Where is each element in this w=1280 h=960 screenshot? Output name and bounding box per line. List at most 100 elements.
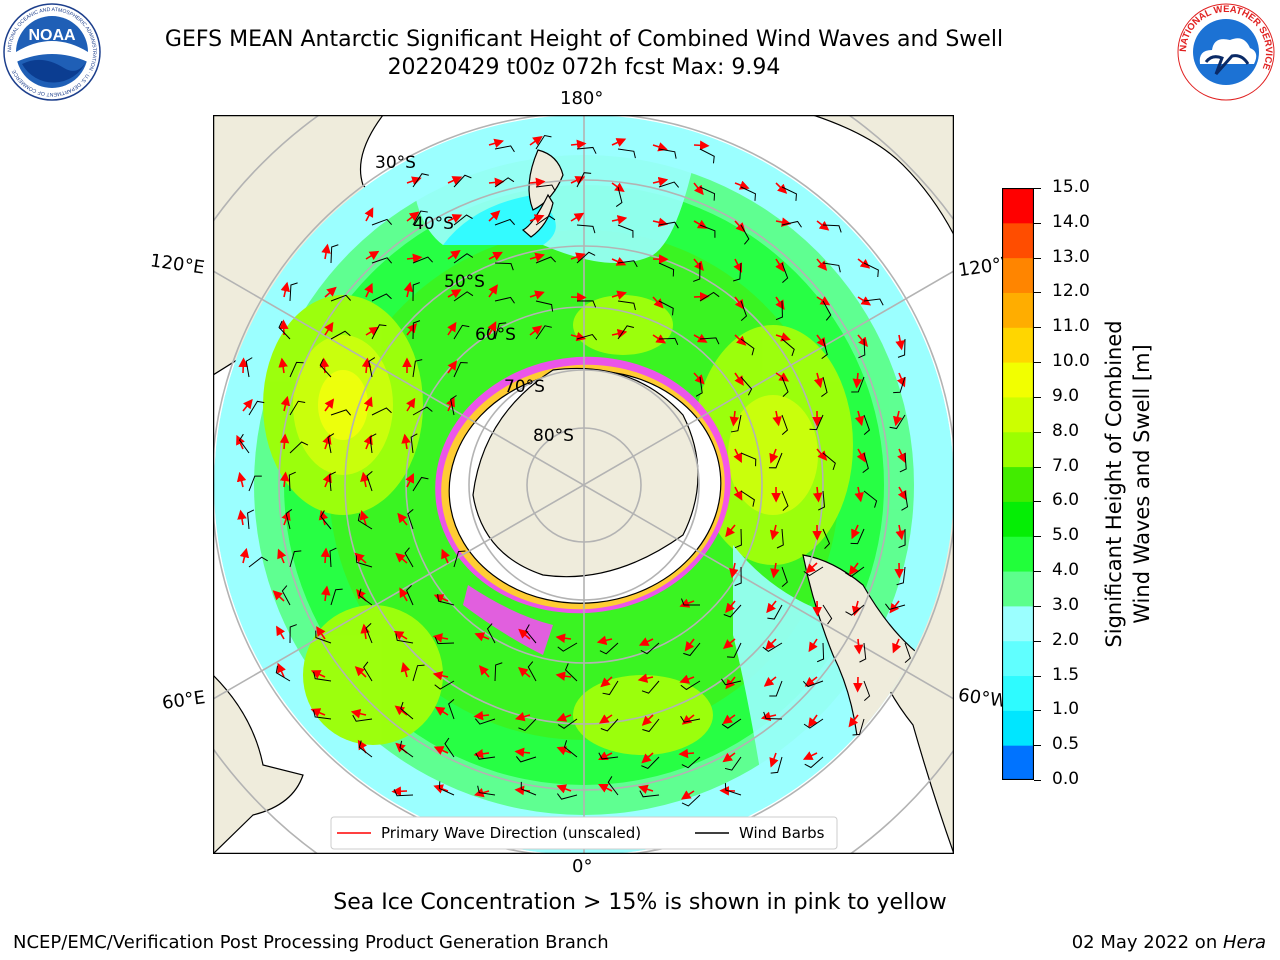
colorbar-tick-label: 13.0 (1052, 246, 1090, 267)
wind-barb (494, 322, 507, 340)
footer-date: 02 May 2022 on Hera (1072, 932, 1266, 953)
wind-barb (762, 642, 783, 652)
lon-label-180: 180° (560, 88, 604, 109)
wind-barb (781, 186, 797, 201)
colorbar-bin (1002, 431, 1034, 468)
wind-barb (658, 221, 679, 229)
colorbar-tick-mark (1034, 257, 1041, 259)
wave-direction-arrow (763, 676, 777, 687)
wind-barb (525, 624, 537, 644)
wave-direction-arrow (816, 296, 831, 306)
wind-barb (859, 642, 867, 663)
wind-barb (822, 224, 842, 233)
wind-barb (412, 282, 420, 302)
wave-direction-arrow (611, 257, 627, 266)
colorbar-tick-label: 7.0 (1052, 455, 1080, 476)
colorbar-bin (1002, 222, 1034, 259)
noaa-logo-text: NOAA (28, 27, 76, 44)
wind-barb (576, 300, 597, 308)
wind-barb (329, 547, 337, 568)
wave-direction-arrow (693, 291, 710, 302)
wind-barb (557, 642, 578, 652)
wind-barb (851, 376, 865, 393)
wind-barb (320, 510, 332, 530)
wind-barb (319, 358, 332, 378)
wave-direction-arrow (321, 243, 331, 260)
wind-barb (557, 718, 578, 729)
wave-direction-arrow (570, 331, 587, 342)
wind-barb (781, 220, 802, 228)
colorbar-tick-label: 9.0 (1052, 385, 1080, 406)
wind-barb (494, 218, 516, 226)
footer-machine: Hera (1222, 932, 1266, 953)
wave-direction-arrow (310, 708, 326, 718)
wave-direction-arrow (641, 714, 654, 726)
colorbar-tick-mark (1034, 745, 1041, 747)
wind-barb (366, 470, 373, 492)
wind-barb (474, 718, 496, 725)
wave-direction-arrow (529, 290, 545, 300)
wave-direction-arrow (679, 674, 695, 684)
wave-direction-arrow (611, 290, 627, 300)
colorbar-bin (1002, 501, 1034, 537)
colorbar-tick-label: 10.0 (1052, 351, 1090, 372)
wave-direction-arrow (320, 547, 331, 564)
wind-barb (617, 260, 638, 268)
wave-direction-arrow (896, 372, 906, 388)
wind-barb (407, 508, 414, 530)
wind-barb (617, 148, 636, 159)
wave-direction-arrow (478, 665, 490, 678)
wind-barb (770, 756, 783, 774)
wave-direction-arrow (599, 714, 613, 724)
wind-barb (412, 359, 423, 378)
wave-direction-arrow (514, 711, 531, 722)
wind-barb (863, 262, 879, 278)
wind-barb (683, 642, 701, 657)
wind-barb (781, 338, 795, 357)
wind-barb (641, 680, 660, 694)
wind-barb (781, 262, 789, 284)
colorbar-tick-mark (1034, 466, 1041, 468)
wind-barb (281, 585, 291, 606)
wave-direction-arrow (239, 547, 250, 564)
colorbar-tick-mark (1034, 222, 1041, 224)
wind-barb (515, 756, 537, 763)
wave-direction-arrow (406, 397, 416, 412)
wave-direction-arrow (401, 433, 411, 450)
wind-barb (520, 781, 537, 796)
wave-direction-arrow (321, 585, 331, 602)
wind-barb (901, 490, 909, 511)
wave-direction-arrow (652, 296, 664, 309)
wind-barb (642, 718, 660, 733)
wave-direction-arrow (889, 600, 900, 614)
wave-direction-arrow (278, 357, 288, 374)
wave-direction-arrow (397, 512, 408, 526)
wave-direction-arrow (363, 396, 373, 412)
wind-barb (781, 566, 788, 588)
wind-barb (852, 718, 865, 736)
wind-barb (412, 320, 421, 340)
wind-barb (410, 433, 418, 454)
colorbar-tick-mark (1034, 362, 1041, 364)
wind-barb (535, 215, 556, 226)
wind-barb (563, 740, 578, 758)
lat-label-40s: 40°S (413, 214, 454, 234)
wind-barb (557, 793, 578, 800)
wind-barb (733, 262, 742, 282)
wave-direction-arrow (734, 180, 750, 190)
wave-direction-arrow (808, 714, 818, 728)
wave-direction-arrow (360, 471, 370, 488)
wave-direction-arrow (734, 372, 744, 386)
wave-direction-arrow (805, 562, 818, 574)
wind-barb (658, 300, 674, 316)
weddell-sea-ice (463, 585, 553, 655)
wave-direction-arrow (816, 258, 828, 271)
wind-barb (412, 256, 433, 264)
wave-direction-arrow (310, 670, 326, 679)
wind-barb (607, 776, 619, 796)
lat-label-50s: 50°S (444, 272, 485, 292)
wind-barb (453, 361, 468, 378)
wave-direction-arrow (770, 562, 780, 579)
wind-barb (818, 490, 826, 511)
wave-direction-arrow (897, 486, 907, 501)
